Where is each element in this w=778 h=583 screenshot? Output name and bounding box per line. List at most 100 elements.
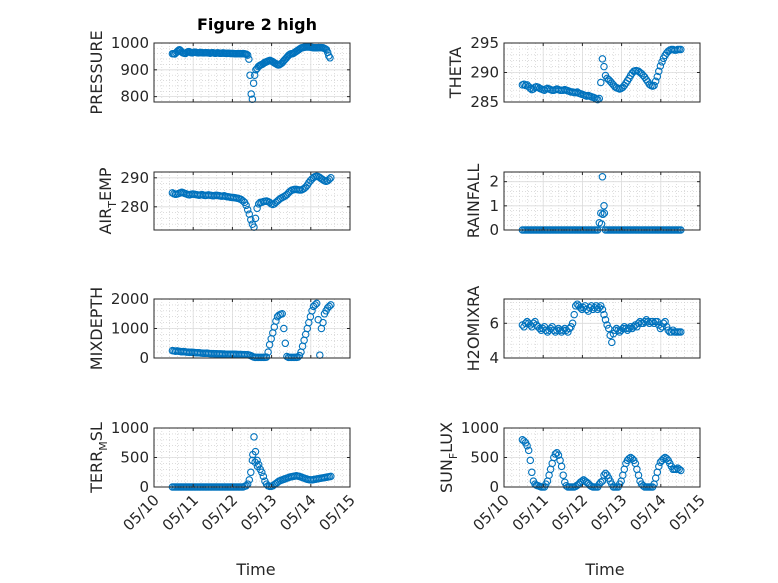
data-point — [325, 52, 333, 60]
data-point — [242, 482, 250, 490]
data-point — [661, 317, 669, 326]
subplot-h2omixra: 4 6 H2OMIXRA — [464, 286, 701, 371]
series-markers — [518, 300, 685, 347]
data-point — [656, 62, 665, 70]
subplot-pressure: 800 900 1000 PRESSURE — [87, 30, 351, 115]
y-axis-label: AIRTEMP — [96, 167, 119, 234]
y-tick-label: 500 — [470, 449, 499, 467]
data-point — [272, 317, 280, 325]
series-markers — [168, 299, 335, 362]
x-tick-label: 05/13 — [237, 491, 280, 534]
data-point — [243, 51, 252, 59]
series-markers — [518, 45, 685, 104]
data-point — [598, 55, 607, 63]
data-point — [598, 173, 607, 181]
data-point — [528, 468, 536, 477]
y-tick-label: 0 — [489, 478, 499, 496]
x-tick-label: 05/15 — [316, 491, 359, 534]
y-axis-label: TERRMSL — [87, 422, 110, 494]
data-point — [250, 71, 259, 79]
y-tick-label: 1000 — [111, 34, 149, 52]
data-point — [658, 58, 666, 66]
y-tick-label: 0 — [139, 349, 149, 367]
x-axis-label-left: Time — [235, 560, 275, 579]
subplot-mixdepth: 0 1000 2000 MIXDEPTH — [87, 287, 351, 370]
data-point — [295, 351, 304, 360]
data-point — [249, 450, 257, 459]
data-point — [608, 338, 616, 347]
data-point — [246, 71, 254, 79]
data-point — [250, 433, 258, 441]
data-point — [567, 323, 575, 331]
data-point — [677, 466, 685, 475]
data-point — [570, 310, 578, 319]
x-tick-label: 05/14 — [626, 491, 669, 534]
figure-title: Figure 2 high — [197, 15, 317, 34]
data-point — [593, 95, 602, 104]
axes-box — [503, 171, 701, 231]
data-point — [319, 318, 327, 327]
data-point — [523, 441, 531, 450]
axes-box — [503, 298, 701, 359]
data-point — [677, 328, 685, 336]
data-point — [245, 55, 253, 63]
data-point — [253, 204, 261, 213]
data-point — [251, 458, 259, 466]
data-point — [559, 471, 567, 479]
x-tick-label: 05/14 — [276, 491, 319, 534]
data-point — [243, 205, 252, 214]
series-markers — [168, 172, 335, 231]
data-point — [650, 81, 658, 90]
data-point — [247, 216, 255, 224]
x-tick-label: 05/15 — [666, 491, 709, 534]
data-point — [597, 478, 605, 487]
y-tick-label: 900 — [120, 61, 149, 79]
data-point — [600, 209, 609, 217]
x-tick-label: 05/12 — [548, 491, 591, 534]
data-point — [554, 451, 563, 459]
data-point — [568, 319, 577, 328]
data-point — [242, 201, 250, 210]
data-point — [630, 323, 638, 331]
data-point — [524, 446, 533, 455]
y-tick-label: 1000 — [461, 419, 499, 437]
subplot-theta: 285 290 295 THETA — [446, 34, 701, 111]
data-point — [526, 456, 535, 465]
plot-area — [154, 172, 350, 230]
y-tick-label: 4 — [489, 349, 499, 367]
data-point — [599, 210, 607, 219]
data-point — [311, 301, 319, 309]
y-axis-label: RAINFALL — [464, 164, 483, 239]
data-point — [597, 78, 605, 87]
y-axis-label: MIXDEPTH — [87, 287, 106, 370]
x-tick-label: 05/12 — [198, 491, 241, 534]
y-tick-label: 0 — [489, 221, 499, 239]
data-point — [248, 95, 257, 104]
data-point — [247, 468, 255, 477]
axes-box — [153, 42, 351, 103]
data-point — [327, 174, 335, 182]
data-point — [655, 462, 663, 471]
data-point — [280, 324, 288, 333]
data-point — [598, 305, 607, 314]
y-tick-label: 6 — [489, 314, 499, 332]
data-point — [259, 472, 268, 481]
data-point — [625, 324, 633, 333]
y-axis-label: THETA — [446, 47, 465, 99]
data-point — [327, 472, 335, 481]
data-point — [258, 468, 266, 477]
subplot-rainfall: 0 1 2 RAINFALL — [464, 164, 701, 239]
y-tick-label: 0 — [139, 478, 149, 496]
data-point — [281, 339, 290, 348]
data-point — [308, 307, 316, 315]
data-point — [312, 299, 321, 308]
data-point — [659, 454, 668, 463]
y-axis-label: PRESSURE — [87, 30, 106, 114]
y-tick-label: 285 — [470, 93, 499, 111]
y-tick-label: 1000 — [111, 419, 149, 437]
x-tick-label: 05/11 — [509, 491, 552, 534]
series-markers — [518, 436, 685, 491]
